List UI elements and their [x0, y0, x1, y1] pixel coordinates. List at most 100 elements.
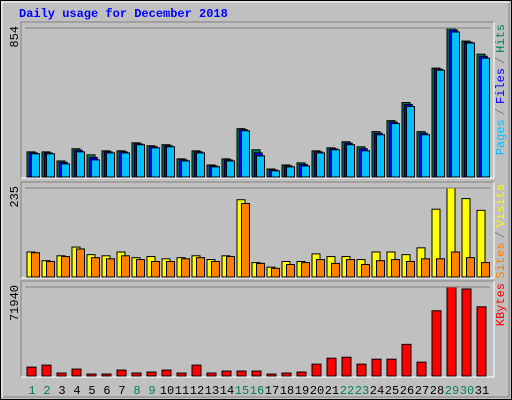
bar [251, 370, 262, 377]
bar [316, 259, 325, 278]
legend-entry: Hits [494, 24, 508, 53]
bar [286, 166, 295, 178]
y-tick-label: 71940 [8, 285, 22, 321]
x-tick-label: 9 [148, 384, 155, 398]
bar [266, 373, 277, 377]
bar [76, 151, 85, 178]
x-tick-label: 4 [73, 384, 80, 398]
bar [286, 264, 295, 278]
bar [71, 368, 82, 377]
legend: Pages / Files / Hits [494, 24, 508, 155]
x-tick-label: 11 [175, 384, 189, 398]
bar [316, 152, 325, 178]
bar [161, 369, 172, 377]
bar [196, 152, 205, 178]
bar [91, 159, 100, 178]
x-tick-label: 13 [205, 384, 219, 398]
x-tick-label: 18 [280, 384, 294, 398]
bar [301, 165, 310, 178]
x-tick-label: 3 [58, 384, 65, 398]
bar [271, 267, 280, 278]
bar [446, 286, 457, 377]
x-tick-label: 12 [190, 384, 204, 398]
legend-entry: Sites [494, 242, 508, 278]
x-tick-label: 5 [88, 384, 95, 398]
legend-separator: / [494, 108, 508, 115]
legend-entry: KBytes [494, 283, 508, 326]
bar [466, 257, 475, 278]
x-tick-label: 16 [250, 384, 264, 398]
x-tick-label: 22 [340, 384, 354, 398]
bar [46, 260, 55, 278]
bar [76, 248, 85, 278]
bar [451, 251, 460, 278]
bar [61, 163, 70, 178]
x-tick-label: 1 [28, 384, 35, 398]
bar [56, 372, 67, 377]
plot-bevel [21, 281, 495, 378]
x-tick-label: 17 [265, 384, 279, 398]
bar [406, 260, 415, 278]
legend-entry: Pages [494, 119, 508, 155]
bar [371, 358, 382, 377]
bar [281, 372, 292, 377]
bar [196, 257, 205, 278]
x-tick-label: 7 [118, 384, 125, 398]
bar [61, 256, 70, 278]
legend-entry: Files [494, 68, 508, 104]
bar [436, 258, 445, 278]
bar [86, 373, 97, 377]
bar [256, 262, 265, 278]
bar [421, 134, 430, 178]
bar [296, 371, 307, 377]
bevel-dark [3, 3, 510, 398]
y-tick-label: 854 [8, 26, 22, 48]
x-tick-label: 30 [460, 384, 474, 398]
plot-area [20, 280, 495, 378]
bar [421, 258, 430, 278]
legend: KBytes [494, 283, 508, 326]
bar [31, 252, 40, 278]
bar [346, 259, 355, 278]
bar [311, 363, 322, 377]
x-tick-label: 15 [235, 384, 249, 398]
bar [481, 262, 490, 278]
bar [386, 358, 397, 377]
legend-separator: / [494, 57, 508, 64]
x-tick-label: 10 [160, 384, 174, 398]
x-tick-label: 21 [325, 384, 339, 398]
bar [211, 166, 220, 178]
bar [206, 372, 217, 377]
bar [326, 357, 337, 377]
legend-separator: / [494, 231, 508, 238]
x-tick-label: 2 [43, 384, 50, 398]
bar [376, 260, 385, 278]
bar [301, 262, 310, 278]
bar [436, 69, 445, 178]
plot-bevel [21, 22, 495, 179]
bar [151, 147, 160, 178]
bar [116, 369, 127, 377]
bar [376, 134, 385, 178]
bar [331, 149, 340, 178]
bar [181, 258, 190, 278]
bar [176, 372, 187, 377]
bar [181, 160, 190, 178]
x-tick-label: 29 [445, 384, 459, 398]
bar [151, 260, 160, 278]
bar [416, 361, 427, 377]
bar [341, 356, 352, 377]
x-tick-label: 6 [103, 384, 110, 398]
bar [241, 203, 250, 278]
chart-title: Daily usage for December 2018 [19, 7, 228, 21]
bar [481, 57, 490, 178]
bar [166, 146, 175, 178]
bar [476, 306, 487, 377]
x-tick-label: 23 [355, 384, 369, 398]
bar [431, 310, 442, 377]
bar [91, 257, 100, 278]
bar [256, 155, 265, 178]
x-tick-label: 14 [220, 384, 234, 398]
bar [406, 106, 415, 178]
